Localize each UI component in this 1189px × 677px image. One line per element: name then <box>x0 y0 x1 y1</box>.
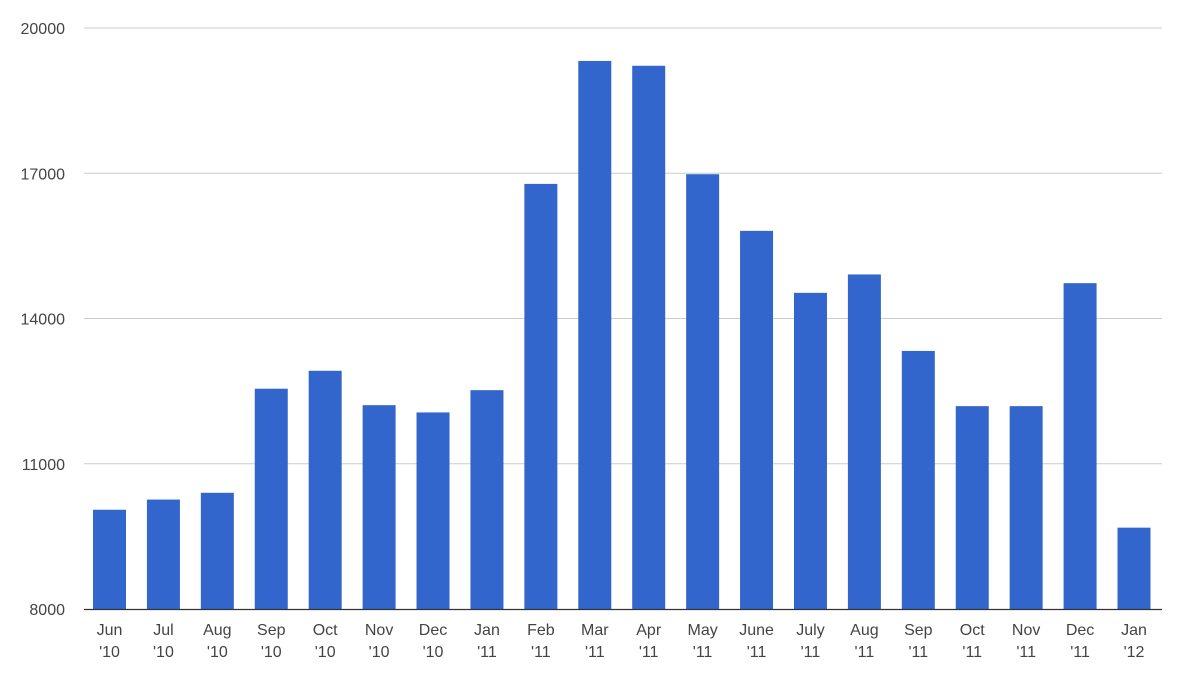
x-tick-month: July <box>796 622 824 639</box>
x-tick-label: Aug '11 <box>850 622 878 661</box>
x-tick-label: Oct '10 <box>313 622 338 661</box>
x-tick-label: Mar '11 <box>581 622 609 661</box>
x-tick-year: '11 <box>477 644 497 661</box>
bar <box>578 60 612 609</box>
bar <box>524 183 558 609</box>
y-axis-ticks: 8000 11000 14000 17000 20000 <box>21 21 66 619</box>
bar <box>146 499 180 609</box>
x-tick-label: Apr '11 <box>636 622 662 661</box>
y-tick-label: 20000 <box>21 21 66 38</box>
bar <box>362 405 396 609</box>
bar <box>308 370 342 609</box>
x-axis-ticks: Jun '10 Jul '10 Aug '10 Sep '10 Oct '10 Nov '10 Dec '… <box>97 622 1147 661</box>
bar <box>686 174 720 610</box>
x-tick-label: Jun '10 <box>97 622 123 661</box>
x-tick-year: '10 <box>315 644 336 661</box>
x-tick-year: '11 <box>908 644 928 661</box>
x-tick-year: '11 <box>585 644 605 661</box>
x-tick-label: Aug '10 <box>203 622 231 661</box>
x-tick-year: '10 <box>99 644 120 661</box>
x-tick-year: '11 <box>855 644 875 661</box>
x-tick-month: Aug <box>203 622 231 639</box>
x-tick-label: May '11 <box>688 622 718 661</box>
x-tick-month: Aug <box>850 622 878 639</box>
y-tick-label: 17000 <box>21 166 66 183</box>
bar <box>901 350 935 609</box>
x-tick-month: Feb <box>527 622 555 639</box>
x-tick-month: Sep <box>257 622 286 639</box>
x-tick-year: '10 <box>261 644 282 661</box>
bar <box>1063 283 1097 609</box>
bar <box>955 406 989 609</box>
x-tick-month: Mar <box>581 622 609 639</box>
x-tick-year: '11 <box>531 644 551 661</box>
x-tick-year: '11 <box>639 644 659 661</box>
bar <box>93 509 126 609</box>
bar <box>200 492 234 609</box>
x-tick-year: '11 <box>962 644 982 661</box>
x-tick-month: Dec <box>419 622 447 639</box>
x-tick-year: '10 <box>153 644 174 661</box>
x-tick-label: Nov '10 <box>365 622 393 661</box>
x-tick-month: Nov <box>365 622 393 639</box>
bars <box>93 60 1151 610</box>
x-tick-year: '11 <box>1070 644 1090 661</box>
x-tick-year: '12 <box>1124 644 1145 661</box>
x-tick-month: Jan <box>1121 622 1147 639</box>
x-tick-label: Sep '10 <box>257 622 286 661</box>
bar <box>1117 527 1151 609</box>
bar <box>740 230 774 609</box>
x-tick-label: Dec '11 <box>1066 622 1094 661</box>
x-tick-year: '10 <box>369 644 390 661</box>
x-tick-label: Sep '11 <box>904 622 933 661</box>
x-tick-year: '11 <box>1016 644 1036 661</box>
bar <box>1009 406 1043 609</box>
x-tick-label: Dec '10 <box>419 622 447 661</box>
x-tick-label: July '11 <box>796 622 824 661</box>
x-tick-year: '11 <box>801 644 821 661</box>
x-tick-month: Dec <box>1066 622 1094 639</box>
x-tick-month: Apr <box>636 622 662 639</box>
x-tick-label: Jan '12 <box>1121 622 1147 661</box>
bar <box>847 274 881 609</box>
x-tick-month: Nov <box>1012 622 1040 639</box>
x-tick-year: '10 <box>207 644 228 661</box>
x-tick-month: Oct <box>960 622 985 639</box>
x-tick-label: June '11 <box>739 622 774 661</box>
gridlines <box>84 27 1162 465</box>
bar <box>254 388 288 609</box>
y-tick-label: 11000 <box>22 457 65 474</box>
x-tick-month: Sep <box>904 622 933 639</box>
y-tick-label: 14000 <box>21 312 66 329</box>
x-tick-year: '11 <box>693 644 713 661</box>
bar <box>416 412 450 609</box>
bar <box>632 65 666 609</box>
x-tick-label: Jan '11 <box>474 622 500 661</box>
y-tick-label: 8000 <box>29 602 65 619</box>
x-tick-year: '10 <box>423 644 444 661</box>
x-tick-month: Jul <box>153 622 173 639</box>
x-tick-year: '11 <box>747 644 767 661</box>
x-tick-month: Jun <box>97 622 123 639</box>
x-tick-label: Oct '11 <box>960 622 985 661</box>
x-tick-month: Jan <box>474 622 500 639</box>
bar <box>470 390 504 609</box>
x-tick-month: Oct <box>313 622 338 639</box>
x-tick-month: June <box>739 622 774 639</box>
x-tick-label: Jul '10 <box>153 622 174 661</box>
x-tick-label: Nov '11 <box>1012 622 1040 661</box>
x-tick-label: Feb '11 <box>527 622 555 661</box>
bar <box>793 292 827 609</box>
x-tick-month: May <box>688 622 718 639</box>
